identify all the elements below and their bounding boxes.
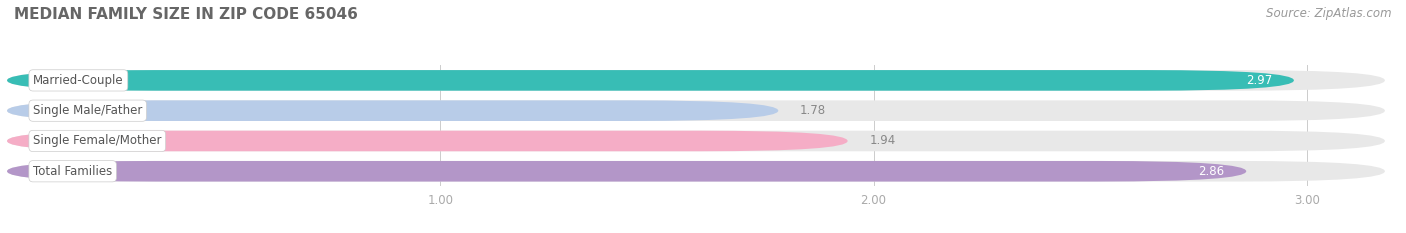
Text: Source: ZipAtlas.com: Source: ZipAtlas.com [1267, 7, 1392, 20]
Text: 2.97: 2.97 [1246, 74, 1272, 87]
FancyBboxPatch shape [7, 100, 779, 121]
FancyBboxPatch shape [7, 131, 1385, 151]
Text: 1.94: 1.94 [869, 134, 896, 147]
Text: 1.78: 1.78 [800, 104, 827, 117]
Text: Single Male/Father: Single Male/Father [32, 104, 142, 117]
Text: Married-Couple: Married-Couple [32, 74, 124, 87]
FancyBboxPatch shape [7, 100, 1385, 121]
FancyBboxPatch shape [7, 70, 1294, 91]
Text: Total Families: Total Families [32, 165, 112, 178]
FancyBboxPatch shape [7, 70, 1385, 91]
Text: MEDIAN FAMILY SIZE IN ZIP CODE 65046: MEDIAN FAMILY SIZE IN ZIP CODE 65046 [14, 7, 359, 22]
FancyBboxPatch shape [7, 161, 1246, 182]
FancyBboxPatch shape [7, 161, 1385, 182]
Text: Single Female/Mother: Single Female/Mother [32, 134, 162, 147]
FancyBboxPatch shape [7, 131, 848, 151]
Text: 2.86: 2.86 [1198, 165, 1225, 178]
